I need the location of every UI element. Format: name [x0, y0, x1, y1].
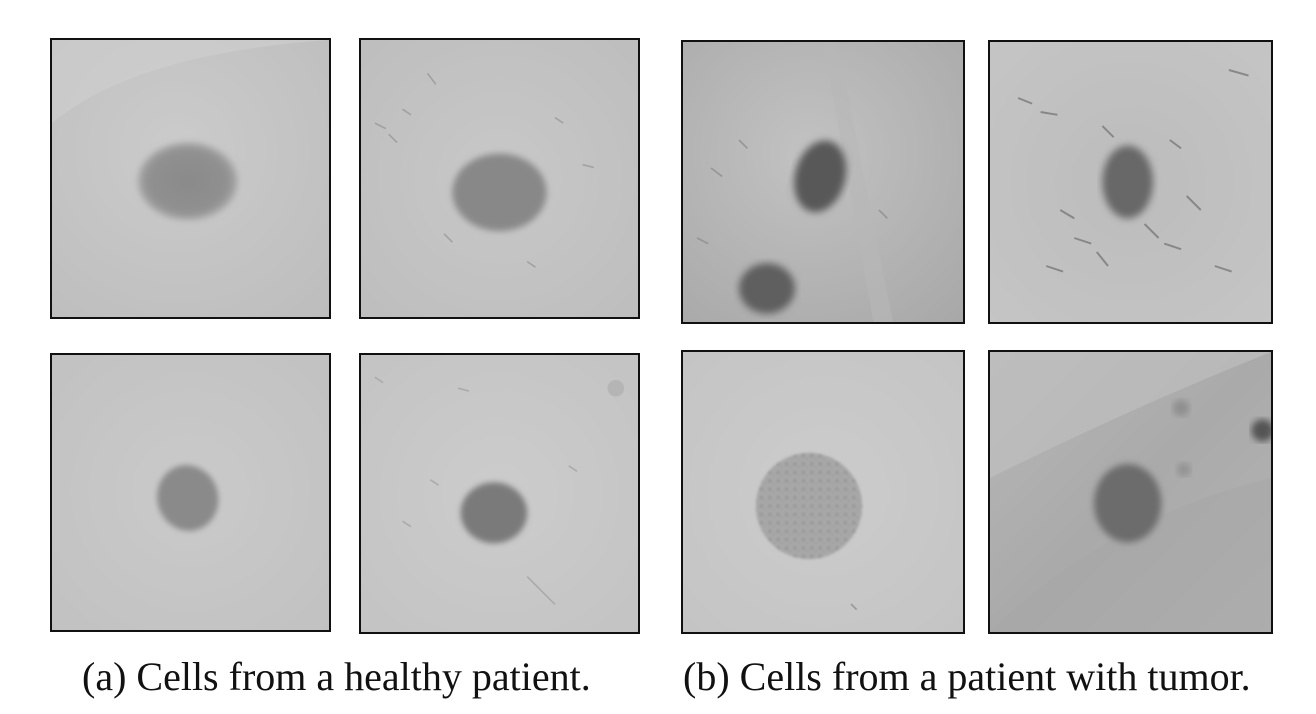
tumor-cell-micrograph-4 — [990, 352, 1271, 632]
healthy-cell-micrograph-2 — [361, 40, 638, 317]
healthy-cell-image-4 — [359, 353, 640, 634]
healthy-cell-image-2 — [359, 38, 640, 319]
caption-healthy: (a) Cells from a healthy patient. — [82, 654, 591, 699]
healthy-cell-micrograph-1 — [52, 40, 329, 317]
tumor-cell-image-4 — [988, 350, 1273, 634]
tumor-cell-micrograph-3 — [683, 352, 963, 632]
tumor-cell-image-3 — [681, 350, 965, 634]
caption-tumor: (b) Cells from a patient with tumor. — [683, 654, 1251, 699]
healthy-cell-micrograph-4 — [361, 355, 638, 632]
tumor-cell-micrograph-2 — [990, 42, 1271, 322]
tumor-cell-micrograph-1 — [683, 42, 963, 322]
tumor-cell-image-1 — [681, 40, 965, 324]
healthy-cell-micrograph-3 — [52, 355, 329, 630]
tumor-cell-image-2 — [988, 40, 1273, 324]
healthy-cell-image-3 — [50, 353, 331, 632]
healthy-cell-image-1 — [50, 38, 331, 319]
